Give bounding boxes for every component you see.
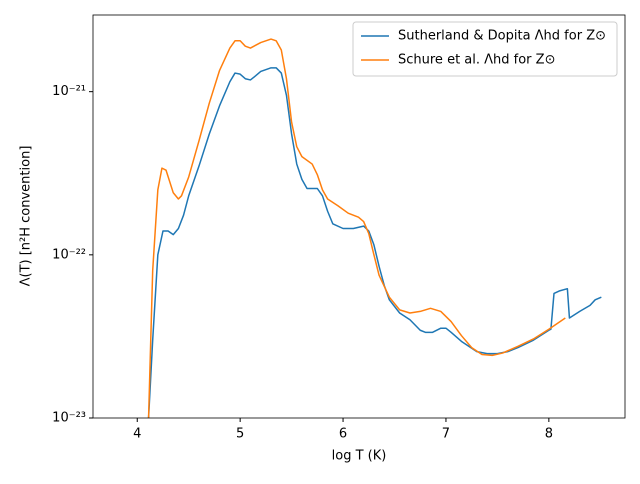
plot-frame (92, 14, 626, 419)
y-tick-label: 10⁻²¹ (52, 84, 86, 99)
legend-label: Sutherland & Dopita Λhd for Z⊙ (398, 29, 606, 44)
x-tick-label: 8 (545, 427, 553, 442)
x-tick-label: 4 (133, 427, 141, 442)
legend-label: Schure et al. Λhd for Z⊙ (398, 53, 555, 68)
x-tick-label: 6 (339, 427, 347, 442)
x-axis-label: log T (K) (332, 449, 387, 464)
legend-box (352, 21, 618, 77)
x-tick-label: 5 (236, 427, 244, 442)
series-line (147, 38, 566, 418)
y-tick-label: 10⁻²² (52, 247, 86, 262)
plot-lines (147, 38, 602, 418)
series-line (147, 67, 602, 418)
x-tick-label: 7 (442, 427, 450, 442)
y-axis-label: Λ(T) [n²H convention] (19, 146, 34, 287)
y-tick-label: 10⁻²³ (52, 411, 86, 426)
